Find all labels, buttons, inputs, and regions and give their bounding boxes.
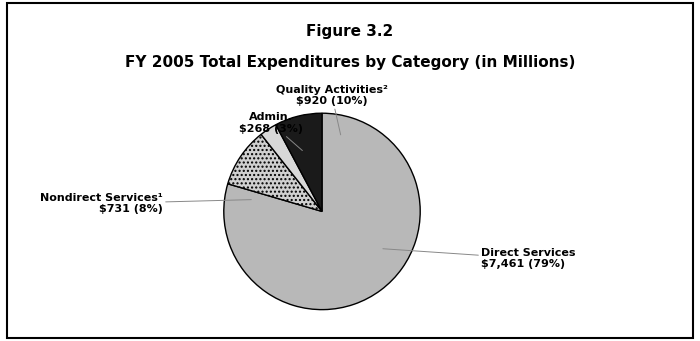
Text: Admin.
$268 (3%): Admin. $268 (3%) (239, 112, 303, 150)
Wedge shape (224, 113, 420, 310)
Text: Quality Activities²
$920 (10%): Quality Activities² $920 (10%) (276, 85, 388, 135)
Text: FY 2005 Total Expenditures by Category (in Millions): FY 2005 Total Expenditures by Category (… (125, 55, 575, 70)
Wedge shape (261, 125, 322, 211)
Text: Nondirect Services¹
$731 (8%): Nondirect Services¹ $731 (8%) (40, 193, 251, 214)
Text: Direct Services
$7,461 (79%): Direct Services $7,461 (79%) (383, 248, 575, 269)
Wedge shape (228, 134, 322, 211)
Wedge shape (276, 113, 322, 211)
Text: Figure 3.2: Figure 3.2 (307, 24, 393, 39)
